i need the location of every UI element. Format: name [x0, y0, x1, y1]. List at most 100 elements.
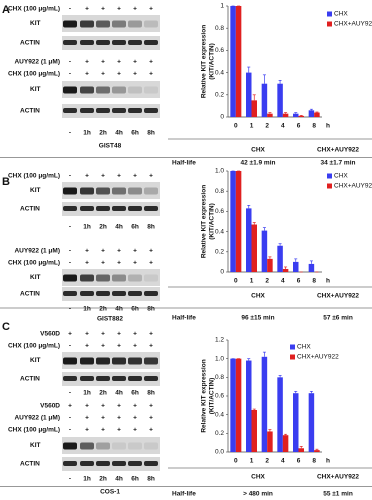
- treatment-sign: +: [101, 59, 105, 66]
- blot-band: [80, 187, 94, 195]
- bar: [293, 113, 299, 117]
- time-label: 6h: [131, 476, 139, 483]
- treatment-sign: +: [101, 403, 105, 410]
- blot-band: [96, 40, 110, 45]
- y-axis-label: (KIT/ACTIN): [209, 378, 216, 414]
- blot-band: [144, 20, 158, 28]
- bar: [246, 72, 252, 117]
- treatment-sign: +: [149, 6, 153, 13]
- half-life-label: Half-life: [172, 160, 196, 167]
- y-tick-label: 0.2: [215, 249, 224, 256]
- time-label: 2h: [99, 130, 107, 137]
- treatment-sign: +: [133, 427, 137, 434]
- treatment-sign: +: [101, 6, 105, 13]
- blot-band: [63, 206, 77, 211]
- band-label: ACTIN: [20, 108, 40, 115]
- bar: [251, 410, 257, 452]
- blot-background: [62, 372, 160, 386]
- time-label: 2h: [99, 224, 107, 231]
- half-life-value: 34 ±1.7 min: [320, 160, 355, 167]
- bar: [251, 224, 257, 272]
- blot-band: [128, 274, 142, 282]
- panel-letter: B: [2, 176, 10, 188]
- y-axis-label: Relative KIT expression: [201, 185, 208, 258]
- treatment-sign: +: [117, 59, 121, 66]
- x-tick-label: 0: [234, 123, 238, 130]
- bar: [308, 263, 315, 272]
- time-label: 6h: [131, 390, 139, 397]
- treatment-sign: +: [101, 248, 105, 255]
- bar: [230, 6, 236, 117]
- treatment-sign: +: [133, 415, 137, 422]
- blot-band: [63, 108, 77, 113]
- time-label: 1h: [83, 390, 91, 397]
- panel-letter: C: [2, 321, 10, 333]
- treatment-sign: +: [101, 173, 105, 180]
- blot-band: [96, 376, 110, 381]
- time-label: 6h: [131, 130, 139, 137]
- treatment-sign: -: [69, 343, 71, 350]
- y-tick-label: 0.4: [215, 69, 224, 76]
- blot-band: [63, 376, 77, 381]
- bar: [261, 230, 268, 272]
- half-life-value: > 480 min: [243, 491, 273, 498]
- blot-band: [144, 108, 158, 113]
- treatment-sign: +: [85, 260, 89, 267]
- x-tick-label: 6: [297, 458, 301, 465]
- x-tick-label: 2: [265, 123, 269, 130]
- bar: [277, 245, 283, 272]
- half-life-value: 42 ±1.9 min: [240, 160, 275, 167]
- blot-band: [128, 461, 142, 466]
- time-label: 8h: [147, 476, 155, 483]
- blot-band: [80, 376, 94, 381]
- treatment-sign: +: [149, 415, 153, 422]
- blot-band: [96, 442, 110, 450]
- time-label: -: [69, 476, 71, 483]
- blot-band: [63, 20, 77, 28]
- x-tick-label: 0: [234, 278, 238, 285]
- band-label: KIT: [30, 86, 41, 93]
- time-label: 1h: [83, 130, 91, 137]
- blot-band: [112, 20, 126, 28]
- blot-band: [96, 187, 110, 195]
- blot-band: [144, 442, 158, 450]
- legend-label: CHX+AUY922: [297, 354, 339, 361]
- y-tick-label: 1.0: [215, 355, 224, 362]
- half-life-label: Half-life: [172, 315, 196, 322]
- band-label: KIT: [30, 357, 41, 364]
- treatment-sign: +: [149, 71, 153, 78]
- blot-band: [128, 20, 142, 28]
- time-label: 4h: [115, 224, 123, 231]
- cell-line: GIST48: [99, 143, 122, 150]
- x-axis-label: h: [326, 458, 330, 465]
- blot-band: [96, 86, 110, 94]
- treatment-sign: +: [133, 59, 137, 66]
- time-label: 6h: [131, 306, 139, 313]
- treatment-label: CHX (100 μg/mL): [8, 173, 60, 180]
- band-label: KIT: [30, 187, 41, 194]
- blot-band: [112, 376, 126, 381]
- time-label: 1h: [83, 476, 91, 483]
- blot-band: [112, 206, 126, 211]
- bar: [251, 100, 257, 117]
- blot-band: [96, 291, 110, 296]
- time-label: 1h: [83, 224, 91, 231]
- y-tick-label: 0.8: [215, 25, 224, 32]
- blot-band: [128, 86, 142, 94]
- y-tick-label: 0.4: [215, 228, 224, 235]
- bar: [277, 377, 283, 452]
- bar: [293, 261, 299, 272]
- bar: [277, 83, 283, 117]
- legend-swatch: [327, 11, 332, 17]
- y-tick-label: 0.6: [215, 208, 224, 215]
- blot-band: [144, 187, 158, 195]
- bar: [282, 268, 289, 272]
- time-label: 1h: [83, 306, 91, 313]
- y-tick-label: 0.0: [215, 449, 224, 456]
- time-label: -: [69, 224, 71, 231]
- half-life-column: CHX+AUY922: [317, 474, 359, 481]
- blot-background: [62, 81, 160, 98]
- treatment-label: CHX (100 μg/mL): [8, 6, 60, 13]
- treatment-sign: +: [101, 415, 105, 422]
- blot-band: [63, 291, 77, 296]
